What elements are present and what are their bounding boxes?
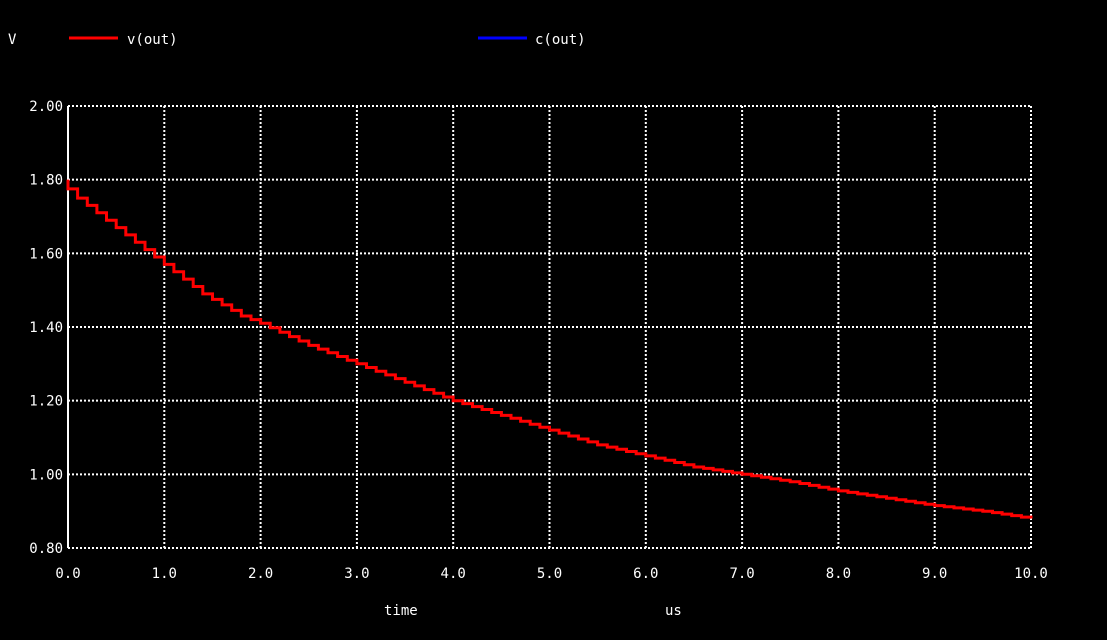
series-line-v-out — [66, 179, 1033, 519]
x-tick-label: 10.0 — [1014, 566, 1048, 582]
legend-label-v-out: v(out) — [127, 32, 178, 48]
x-tick-label: 1.0 — [152, 566, 177, 582]
y-tick-label: 1.80 — [29, 173, 63, 189]
x-tick-label: 8.0 — [826, 566, 851, 582]
grid — [67, 105, 1032, 549]
x-axis-unit: us — [665, 603, 682, 619]
y-tick-label: 1.60 — [29, 246, 63, 262]
y-tick-label: 0.80 — [29, 541, 63, 557]
x-tick-label: 4.0 — [441, 566, 466, 582]
legend: v(out) c(out) — [69, 32, 586, 48]
x-tick-label: 5.0 — [537, 566, 562, 582]
tick-labels: 0.0 1.0 2.0 3.0 4.0 5.0 6.0 7.0 8.0 9.0 10.0 2.00 1.… — [29, 99, 1048, 582]
y-axis-label: V — [8, 32, 17, 48]
y-tick-label: 2.00 — [29, 99, 63, 115]
x-tick-label: 6.0 — [633, 566, 658, 582]
y-tick-label: 1.40 — [29, 320, 63, 336]
legend-label-c-out: c(out) — [535, 32, 586, 48]
x-tick-label: 3.0 — [344, 566, 369, 582]
x-tick-label: 7.0 — [729, 566, 754, 582]
x-tick-label: 0.0 — [55, 566, 80, 582]
x-tick-label: 9.0 — [922, 566, 947, 582]
x-axis-label: time — [384, 603, 418, 619]
x-tick-label: 2.0 — [248, 566, 273, 582]
series-lines — [66, 179, 1033, 519]
y-tick-label: 1.00 — [29, 467, 63, 483]
y-tick-label: 1.20 — [29, 394, 63, 410]
